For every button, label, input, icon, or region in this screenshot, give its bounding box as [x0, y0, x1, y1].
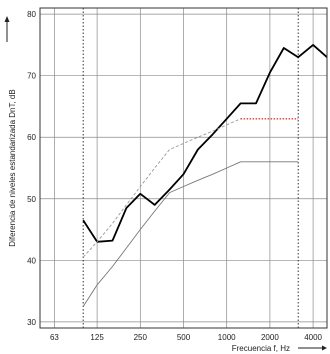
y-tick-label: 60	[27, 133, 36, 142]
x-tick-label: 1000	[218, 333, 236, 342]
series-line-3	[82, 118, 241, 258]
y-tick-label: 80	[27, 10, 36, 19]
dotted-markers	[82, 8, 299, 328]
y-tick-labels: 30 40 50 60 70 80	[27, 10, 36, 327]
x-tick-label: 500	[177, 333, 191, 342]
y-tick-label: 70	[27, 72, 36, 81]
x-axis-arrow	[4, 16, 327, 351]
y-axis-label: Diferencia de niveles estandarizada DnT,…	[8, 89, 17, 246]
arrow-head	[322, 345, 327, 351]
series-group	[82, 44, 328, 307]
y-arrow-head	[4, 16, 10, 22]
series-line-2	[82, 161, 299, 307]
x-tick-label: 125	[90, 333, 104, 342]
series-line-1	[82, 44, 328, 243]
y-tick-label: 30	[27, 318, 36, 327]
x-tick-label: 63	[50, 333, 59, 342]
x-tick-label: 250	[134, 333, 148, 342]
x-tick-label: 2000	[261, 333, 279, 342]
grid	[40, 8, 327, 328]
x-axis-label: Frecuencia f, Hz	[232, 344, 290, 353]
x-tick-labels: 63 125 250 500 1000 2000 4000	[50, 333, 323, 342]
y-tick-label: 50	[27, 195, 36, 204]
plot-frame	[39, 7, 328, 329]
x-tick-label: 4000	[304, 333, 322, 342]
y-tick-label: 40	[27, 256, 36, 265]
